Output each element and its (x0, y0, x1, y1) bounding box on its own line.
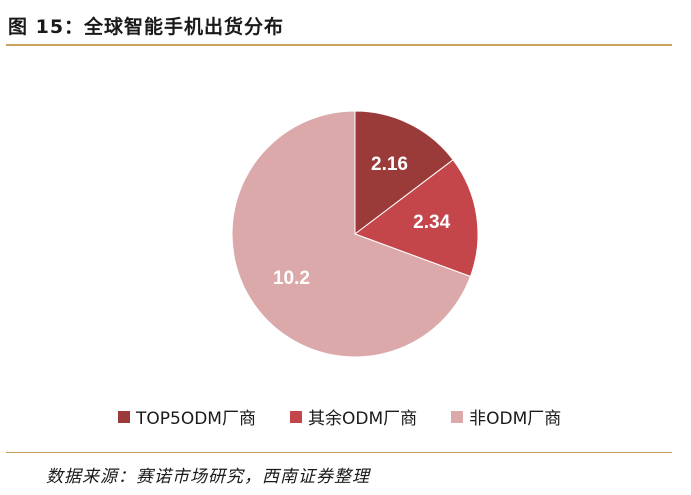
pie-data-label-3: 10.2 (273, 268, 310, 289)
pie-slice-1 (354, 110, 454, 236)
legend-swatch (118, 410, 130, 423)
legend-item-1: TOP5ODM厂商 (118, 404, 256, 429)
source-divider (6, 452, 672, 453)
legend-swatch (289, 410, 302, 423)
legend-swatch (451, 410, 464, 423)
legend-item-3: 非ODM厂商 (451, 404, 561, 429)
source-note: 数据来源：赛诺市场研究，西南证券整理 (46, 467, 370, 487)
figure-title: 图 15：全球智能手机出货分布 (8, 16, 285, 38)
pie-slice-3 (231, 110, 472, 358)
title-divider (6, 44, 672, 46)
chart-legend: TOP5ODM厂商 其余ODM厂商 非ODM厂商 (118, 404, 595, 429)
legend-label: 非ODM厂商 (469, 409, 562, 429)
legend-label: 其余ODM厂商 (307, 409, 418, 429)
legend-label: TOP5ODM厂商 (136, 409, 256, 429)
pie-data-label-2: 2.34 (413, 212, 450, 233)
pie-chart: 2.16 2.34 10.2 (231, 110, 479, 358)
pie-slice-2 (353, 159, 479, 278)
legend-item-2: 其余ODM厂商 (289, 404, 418, 429)
pie-data-label-1: 2.16 (371, 154, 408, 175)
